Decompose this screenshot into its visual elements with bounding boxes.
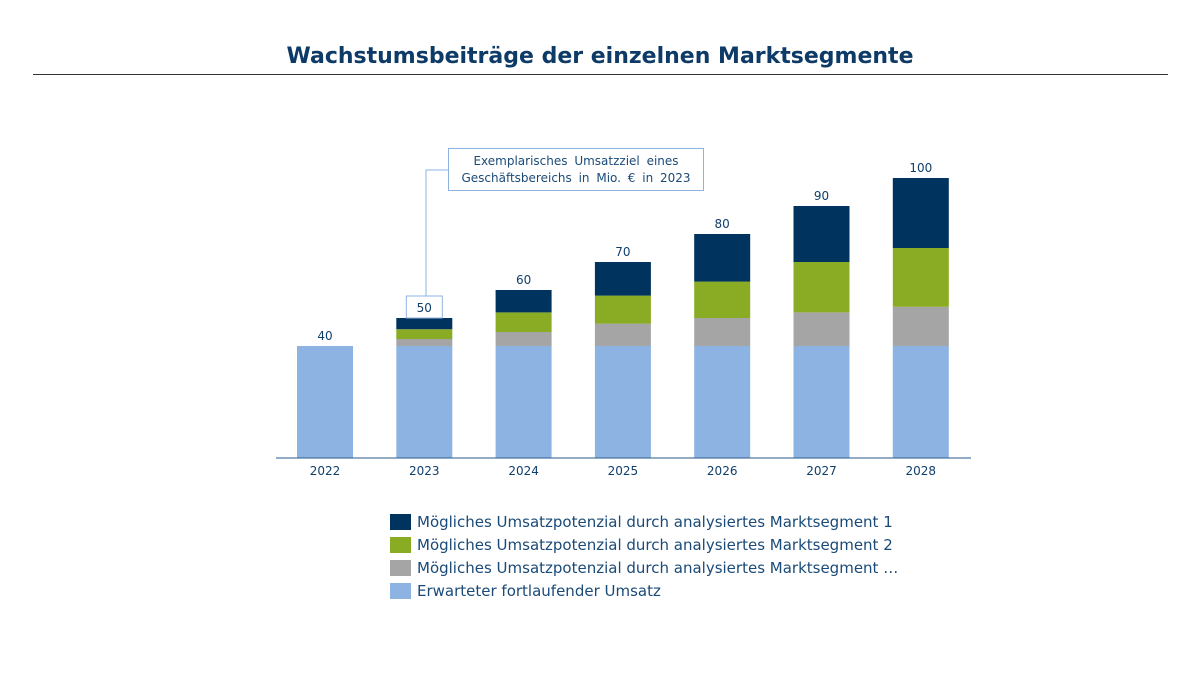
bar-segment-2027-s2: [793, 262, 850, 313]
x-tick-label-2026: 2026: [707, 464, 738, 478]
bar-segment-2027-s3: [793, 206, 850, 262]
bar-segment-2027-s0: [793, 346, 850, 458]
bar-segment-2023-s2: [396, 329, 453, 339]
bar-segment-2023-s0: [396, 346, 453, 458]
bar-segment-2028-s3: [892, 178, 949, 248]
legend-item: Erwarteter fortlaufender Umsatz: [390, 579, 898, 602]
x-tick-label-2024: 2024: [508, 464, 539, 478]
bar-segment-2026-s0: [694, 346, 751, 458]
bar-segment-2027-s1: [793, 312, 850, 346]
bar-segment-2024-s0: [495, 346, 552, 458]
legend-swatch: [390, 536, 411, 553]
total-label-2024: 60: [516, 273, 531, 287]
total-label-2022: 40: [317, 329, 332, 343]
x-tick-label-2027: 2027: [806, 464, 837, 478]
legend-item: Mögliches Umsatzpotenzial durch analysie…: [390, 510, 898, 533]
x-tick-label-2023: 2023: [409, 464, 440, 478]
annotation-box: Exemplarisches Umsatzziel eines Geschäft…: [448, 148, 704, 191]
bar-segment-2028-s0: [892, 346, 949, 458]
bar-segment-2025-s1: [594, 323, 651, 346]
total-label-2023: 50: [417, 301, 432, 315]
bar-segment-2024-s2: [495, 312, 552, 332]
chart-title: Wachstumsbeiträge der einzelnen Marktseg…: [286, 44, 914, 69]
total-label-2027: 90: [814, 189, 829, 203]
total-label-2026: 80: [715, 217, 730, 231]
bar-segment-2026-s2: [694, 281, 751, 318]
bar-segment-2025-s0: [594, 346, 651, 458]
x-tick-label-2022: 2022: [310, 464, 341, 478]
legend-item: Mögliches Umsatzpotenzial durch analysie…: [390, 556, 898, 579]
legend-label: Mögliches Umsatzpotenzial durch analysie…: [417, 535, 893, 554]
x-tick-label-2028: 2028: [906, 464, 937, 478]
bar-segment-2023-s1: [396, 339, 453, 346]
bar-segment-2028-s1: [892, 306, 949, 346]
total-label-2025: 70: [615, 245, 630, 259]
legend-item: Mögliches Umsatzpotenzial durch analysie…: [390, 533, 898, 556]
bar-segment-2025-s3: [594, 262, 651, 296]
bar-segment-2022-s0: [297, 346, 353, 458]
legend-swatch: [390, 559, 411, 576]
x-tick-label-2025: 2025: [608, 464, 639, 478]
legend-label: Mögliches Umsatzpotenzial durch analysie…: [417, 512, 893, 531]
legend-label: Mögliches Umsatzpotenzial durch analysie…: [417, 558, 899, 577]
legend: Mögliches Umsatzpotenzial durch analysie…: [390, 510, 898, 602]
total-label-2028: 100: [909, 161, 932, 175]
title-divider: [33, 74, 1168, 75]
bar-segment-2026-s1: [694, 318, 751, 346]
bar-segment-2028-s2: [892, 248, 949, 307]
bar-segment-2025-s2: [594, 295, 651, 324]
legend-swatch: [390, 513, 411, 530]
legend-swatch: [390, 582, 411, 599]
legend-label: Erwarteter fortlaufender Umsatz: [417, 581, 661, 600]
bar-segment-2024-s3: [495, 290, 552, 313]
total-label-box: [405, 295, 443, 319]
bar-segment-2026-s3: [694, 234, 751, 282]
bar-segment-2023-s3: [396, 318, 453, 330]
annotation-leader-line: [425, 169, 448, 296]
bar-segment-2024-s1: [495, 332, 552, 346]
